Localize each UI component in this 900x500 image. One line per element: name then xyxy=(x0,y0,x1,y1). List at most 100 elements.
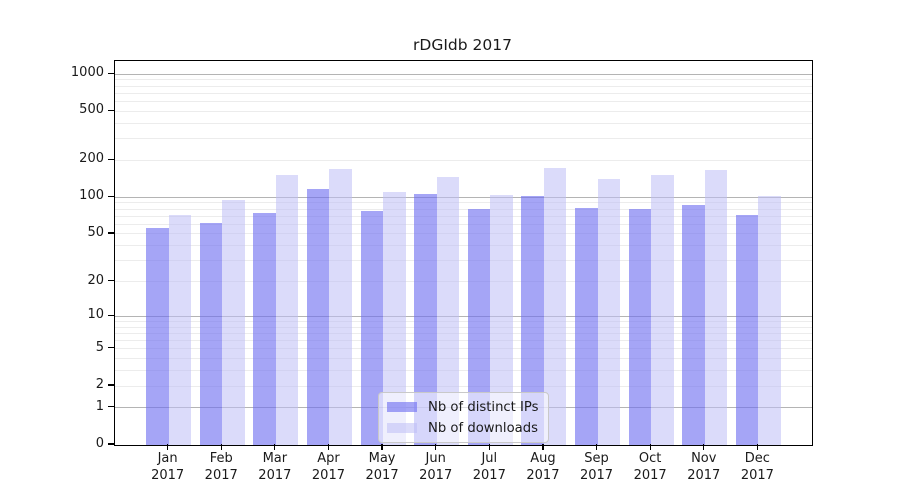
x-axis-tick-label: Oct 2017 xyxy=(617,451,683,484)
minor-gridline xyxy=(115,202,812,204)
minor-gridline xyxy=(115,358,812,360)
x-tick-month: Apr xyxy=(317,451,340,466)
x-axis-tick-label: Sep 2017 xyxy=(564,451,630,484)
minor-gridline xyxy=(115,92,812,94)
y-axis-tick-label: 100 xyxy=(79,188,104,204)
x-tick-month: Jun xyxy=(425,451,446,466)
legend-swatch-distinct-ips xyxy=(387,402,417,412)
minor-gridline xyxy=(115,122,812,124)
bar-distinct-ips-dec xyxy=(735,214,759,445)
y-axis-tick-label: 1000 xyxy=(70,65,104,81)
x-axis-tick xyxy=(649,444,651,450)
bar-downloads-jan xyxy=(168,215,192,445)
minor-gridline xyxy=(115,79,812,81)
minor-gridline xyxy=(115,340,812,342)
y-axis-tick xyxy=(108,384,114,386)
bar-distinct-ips-mar xyxy=(253,213,276,445)
y-axis-tick xyxy=(108,72,114,74)
major-gridline xyxy=(115,196,812,198)
legend-label-distinct-ips: Nb of distinct IPs xyxy=(428,399,539,415)
bar-distinct-ips-may xyxy=(360,211,384,445)
bar-downloads-dec xyxy=(758,196,781,445)
bar-distinct-ips-aug xyxy=(521,196,544,445)
x-axis-tick-label: Apr 2017 xyxy=(295,451,361,484)
y-axis-tick xyxy=(108,347,114,349)
x-axis-tick xyxy=(756,444,759,450)
bar-downloads-apr xyxy=(329,169,352,445)
y-axis-tick-label: 10 xyxy=(87,307,104,323)
x-tick-year: 2017 xyxy=(311,467,345,483)
x-axis-tick-label: Nov 2017 xyxy=(671,451,737,484)
x-axis-tick-label: Feb 2017 xyxy=(188,451,254,484)
x-axis-tick xyxy=(327,444,330,450)
bar-distinct-ips-feb xyxy=(199,222,223,445)
bar-downloads-jul xyxy=(490,194,513,445)
x-tick-year: 2017 xyxy=(687,467,721,483)
x-tick-year: 2017 xyxy=(204,467,238,483)
x-axis-tick xyxy=(381,444,383,450)
x-tick-month: May xyxy=(368,451,396,466)
minor-gridline xyxy=(115,85,812,87)
minor-gridline xyxy=(115,215,812,217)
y-axis-tick-label: 5 xyxy=(95,339,104,355)
x-axis-tick xyxy=(435,444,437,450)
x-axis-tick-label: Mar 2017 xyxy=(242,451,308,484)
y-axis-tick-label: 20 xyxy=(87,272,104,288)
x-tick-year: 2017 xyxy=(365,467,399,483)
minor-gridline xyxy=(115,348,812,350)
bar-distinct-ips-oct xyxy=(628,208,652,445)
bar-distinct-ips-jun xyxy=(414,194,437,445)
bar-downloads-oct xyxy=(651,175,674,445)
x-tick-month: Oct xyxy=(638,451,662,466)
x-axis-tick xyxy=(703,444,705,450)
minor-gridline xyxy=(115,385,812,387)
y-axis-tick xyxy=(108,279,114,282)
x-axis-tick xyxy=(220,444,222,450)
bar-downloads-may xyxy=(383,192,406,445)
x-axis-tick-label: Jun 2017 xyxy=(403,451,469,484)
x-tick-year: 2017 xyxy=(579,467,614,483)
major-gridline xyxy=(115,73,812,75)
x-tick-year: 2017 xyxy=(740,467,774,483)
x-axis-tick xyxy=(542,444,544,450)
chart-title: rDGIdb 2017 xyxy=(413,36,512,54)
bar-distinct-ips-jul xyxy=(467,209,491,445)
x-axis-tick-label: Dec 2017 xyxy=(724,451,790,484)
minor-gridline xyxy=(115,208,812,210)
legend: Nb of distinct IPs Nb of downloads xyxy=(378,392,549,443)
minor-gridline xyxy=(115,223,812,225)
x-tick-year: 2017 xyxy=(419,467,453,483)
minor-gridline xyxy=(115,326,812,328)
minor-gridline xyxy=(115,110,812,112)
x-tick-year: 2017 xyxy=(472,467,506,483)
bar-downloads-jun xyxy=(436,177,460,445)
bar-downloads-aug xyxy=(543,168,567,445)
y-axis-tick xyxy=(108,232,114,234)
bar-downloads-mar xyxy=(275,175,299,445)
legend-label-downloads: Nb of downloads xyxy=(428,420,538,436)
x-tick-month: Dec xyxy=(744,451,770,466)
x-axis-tick-label: May 2017 xyxy=(349,451,415,484)
y-axis-tick xyxy=(108,158,114,161)
x-axis-tick-label: Jul 2017 xyxy=(456,451,522,484)
y-axis-tick-label: 0 xyxy=(95,436,104,451)
minor-gridline xyxy=(115,159,812,161)
y-axis-tick-label: 1 xyxy=(95,398,104,414)
x-tick-month: Jul xyxy=(481,451,498,466)
x-axis-tick xyxy=(166,444,169,450)
minor-gridline xyxy=(115,138,812,140)
minor-gridline xyxy=(115,245,812,247)
bar-distinct-ips-sep xyxy=(575,207,598,445)
y-axis-tick xyxy=(108,109,114,112)
bar-distinct-ips-nov xyxy=(682,204,705,445)
bar-distinct-ips-jan xyxy=(146,228,169,445)
minor-gridline xyxy=(115,233,812,235)
y-axis-tick-label: 50 xyxy=(87,224,104,240)
bar-downloads-nov xyxy=(704,169,728,445)
x-axis-tick xyxy=(488,444,490,450)
major-gridline xyxy=(115,315,812,317)
legend-item-downloads: Nb of downloads xyxy=(387,419,539,437)
x-tick-year: 2017 xyxy=(258,467,292,483)
x-axis-tick-label: Jan 2017 xyxy=(135,451,201,484)
